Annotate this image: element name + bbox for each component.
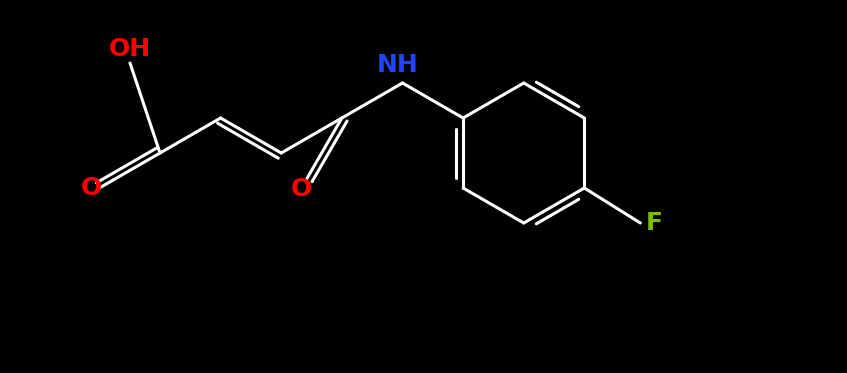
Text: NH: NH bbox=[377, 53, 418, 77]
Text: F: F bbox=[646, 211, 663, 235]
Text: O: O bbox=[80, 176, 102, 200]
Text: O: O bbox=[291, 177, 313, 201]
Text: OH: OH bbox=[109, 37, 151, 61]
